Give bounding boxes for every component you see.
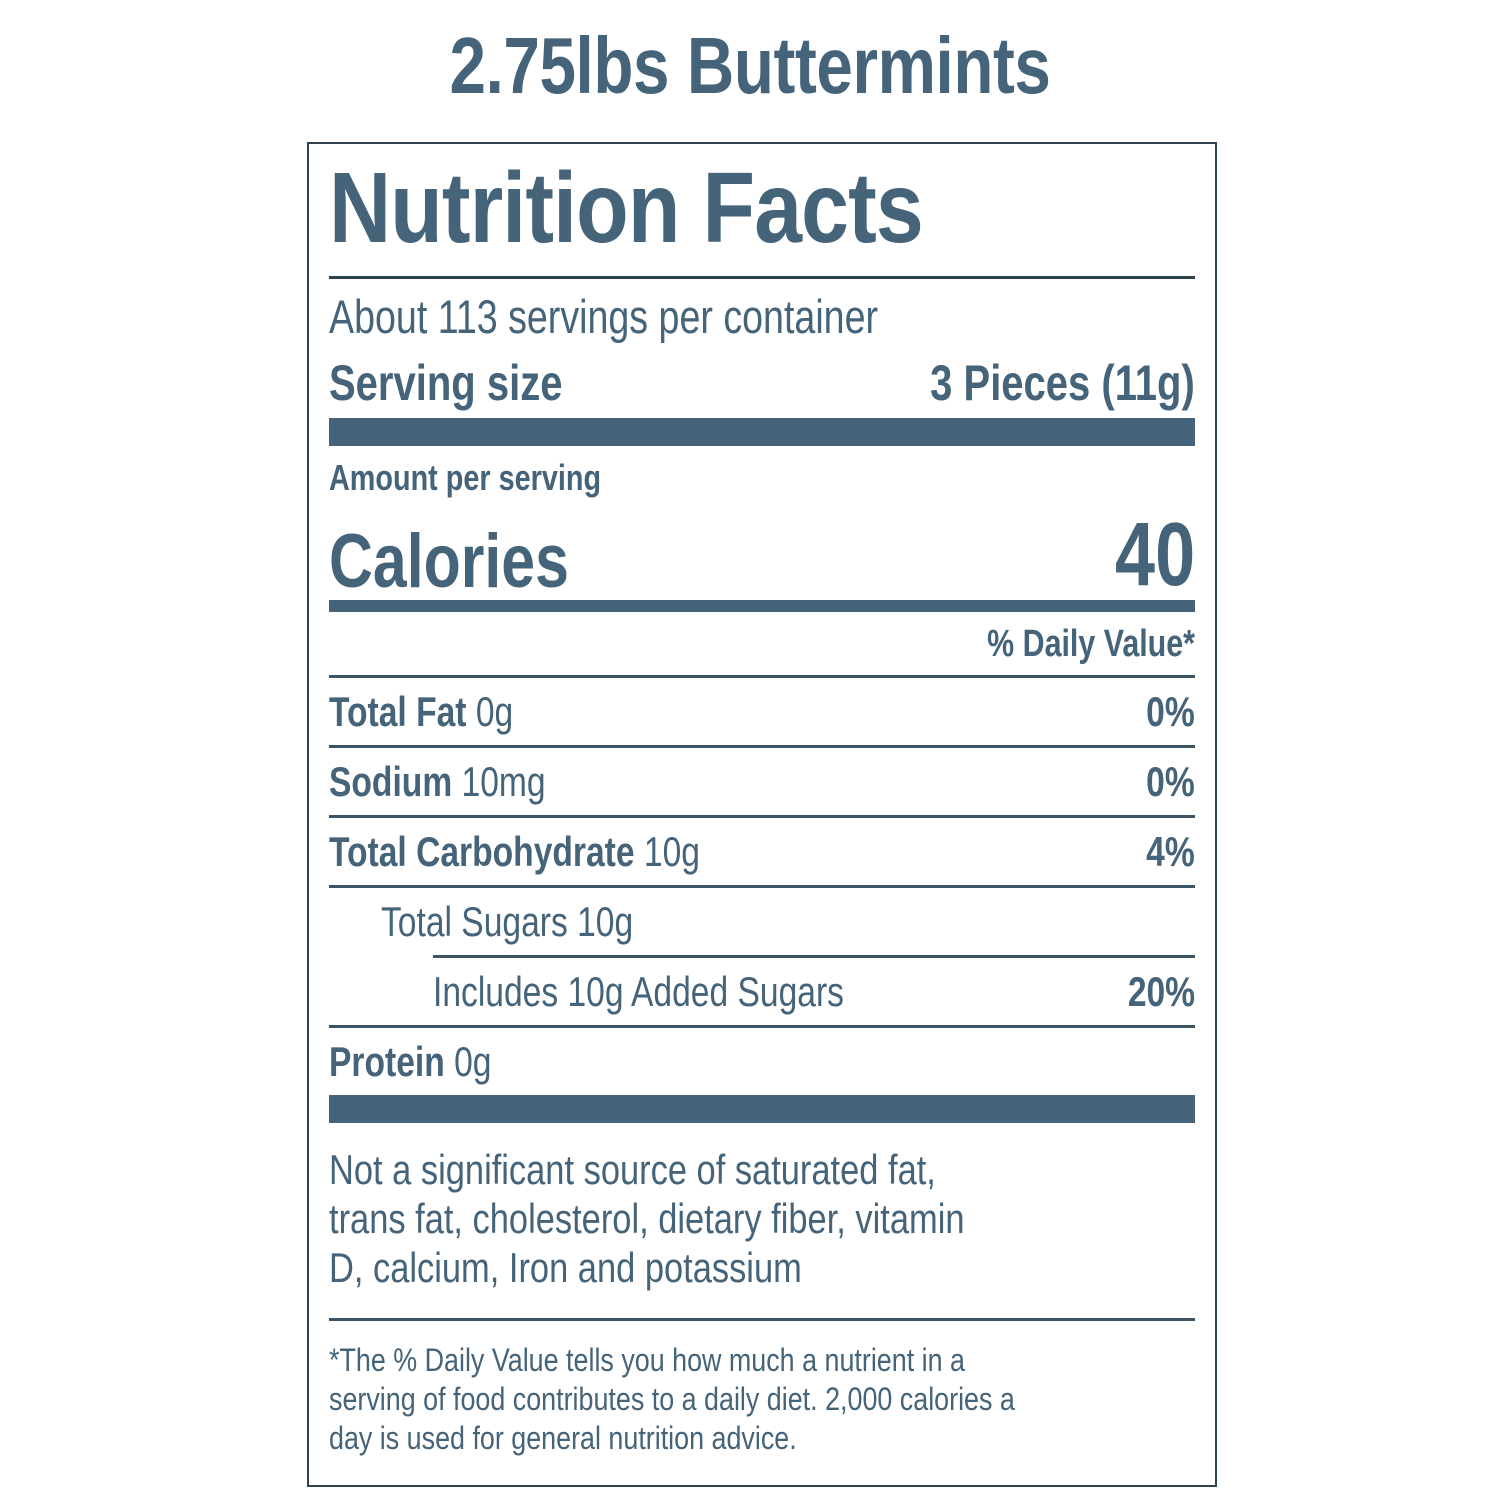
calories-divider-bar — [329, 600, 1195, 612]
disclaimer-line-1: Not a significant source of saturated fa… — [329, 1146, 936, 1193]
nutrient-name-sodium: Sodium 10mg — [329, 758, 546, 805]
panel-heading-text: Nutrition Facts — [329, 152, 924, 264]
nutrient-left-total-sugars: Total Sugars 10g — [329, 901, 696, 943]
nutrient-left-added-sugars: Includes 10g Added Sugars — [329, 971, 947, 1013]
heading-divider — [329, 276, 1195, 279]
nutrient-row-total-fat: Total Fat 0g 0% — [329, 678, 1195, 745]
daily-value-header-text: % Daily Value* — [987, 623, 1195, 665]
nutrient-row-total-sugars: Total Sugars 10g — [329, 888, 1195, 955]
nutrient-divider-1 — [329, 745, 1195, 748]
nutrient-row-total-carbohydrate: Total Carbohydrate 10g 4% — [329, 818, 1195, 885]
servings-per-container-text: About 113 servings per container — [329, 290, 879, 343]
nutrient-name-added-sugars: Includes 10g Added Sugars — [433, 968, 844, 1015]
footnote-line-1: *The % Daily Value tells you how much a … — [329, 1342, 965, 1379]
calories-value: 40 — [1095, 510, 1195, 600]
nutrient-left-sodium: Sodium 10mg — [329, 761, 600, 803]
amount-per-serving-label: Amount per serving — [329, 446, 1195, 504]
product-title: 2.75lbs Buttermints — [449, 21, 1051, 110]
nutrient-percent-total-carbohydrate: 4% — [1146, 828, 1195, 875]
nutrient-divider-3 — [329, 885, 1195, 888]
nutrient-left-protein: Protein 0g — [329, 1041, 532, 1083]
serving-size-thick-bar — [329, 418, 1195, 446]
nutrient-divider-0 — [329, 675, 1195, 678]
nutrient-row-added-sugars: Includes 10g Added Sugars 20% — [329, 958, 1195, 1025]
footnote-divider — [329, 1318, 1195, 1322]
calories-row: Calories 40 — [329, 504, 1195, 600]
nutrient-row-sodium: Sodium 10mg 0% — [329, 748, 1195, 815]
nutrient-left-total-fat: Total Fat 0g — [329, 691, 559, 733]
disclaimer-line-2: trans fat, cholesterol, dietary fiber, v… — [329, 1195, 965, 1243]
nutrient-name-total-fat: Total Fat 0g — [329, 688, 514, 735]
panel-heading: Nutrition Facts — [329, 144, 1195, 276]
calories-label: Calories — [329, 524, 629, 600]
amount-per-serving-text: Amount per serving — [329, 457, 602, 498]
nutrient-percent-total-fat: 0% — [1146, 688, 1195, 735]
serving-size-label: Serving size — [329, 355, 563, 411]
calories-value-text: 40 — [1114, 505, 1195, 605]
daily-value-header: % Daily Value* — [329, 612, 1195, 675]
footnote-line-2: serving of food contributes to a daily d… — [329, 1381, 1015, 1418]
nutrient-name-total-carbohydrate: Total Carbohydrate 10g — [329, 828, 700, 875]
daily-value-footnote: *The % Daily Value tells you how much a … — [329, 1321, 1169, 1458]
protein-thick-bar — [329, 1095, 1195, 1123]
nutrient-percent-sodium: 0% — [1146, 758, 1195, 805]
serving-size-value: 3 Pieces (11g) — [930, 355, 1195, 411]
nutrient-divider-2 — [329, 815, 1195, 818]
nutrient-divider-4 — [433, 955, 1195, 958]
nutrient-left-total-carbohydrate: Total Carbohydrate 10g — [329, 831, 793, 873]
nutrient-row-protein: Protein 0g — [329, 1028, 1195, 1095]
nutrient-divider-5 — [329, 1025, 1195, 1028]
serving-size-row: Serving size 3 Pieces (11g) — [329, 349, 1195, 418]
nutrient-percent-added-sugars: 20% — [1127, 968, 1195, 1015]
not-significant-source-disclaimer: Not a significant source of saturated fa… — [329, 1123, 1129, 1318]
nutrition-facts-panel: Nutrition Facts About 113 servings per c… — [307, 142, 1217, 1487]
calories-label-text: Calories — [329, 519, 569, 604]
servings-per-container: About 113 servings per container — [329, 279, 1195, 349]
nutrient-name-protein: Protein 0g — [329, 1038, 492, 1085]
footnote-line-3: day is used for general nutrition advice… — [329, 1420, 797, 1457]
disclaimer-line-3: D, calcium, Iron and potassium — [329, 1244, 802, 1292]
nutrient-name-total-sugars: Total Sugars 10g — [381, 898, 634, 945]
